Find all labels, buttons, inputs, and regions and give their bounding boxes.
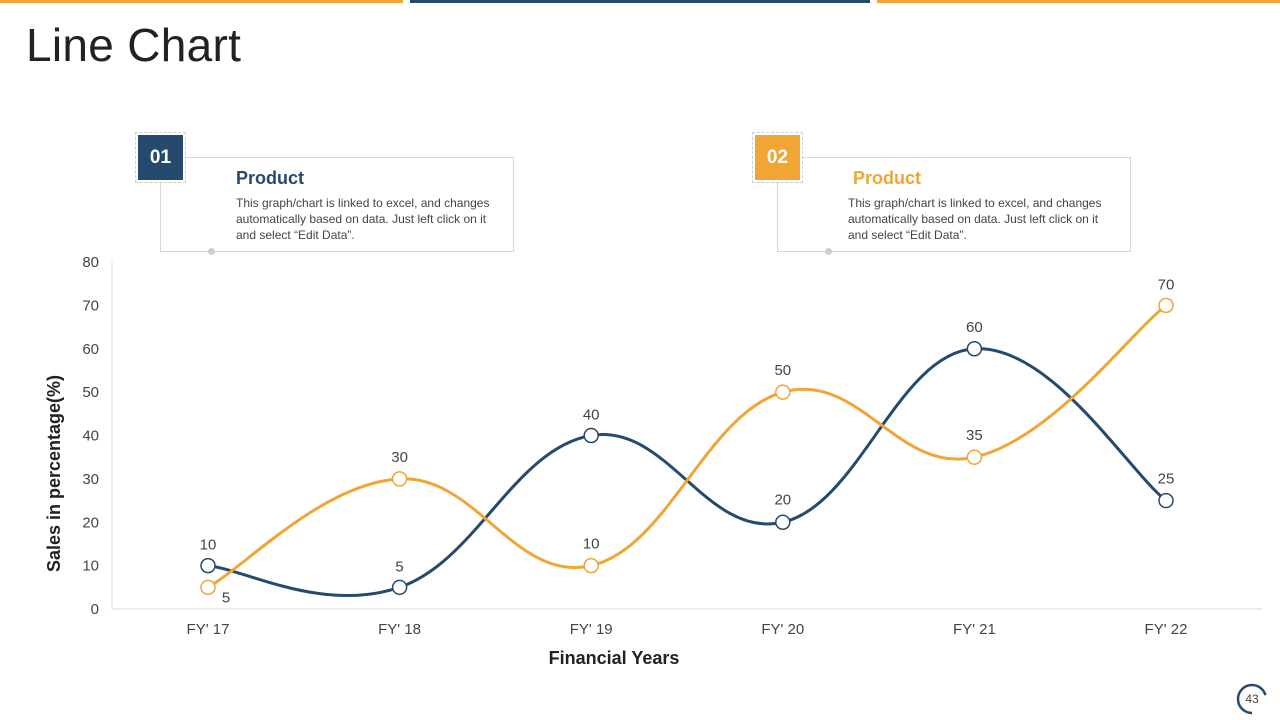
series-1-data-label: 20 [774,491,791,508]
y-tick-label: 80 [82,254,99,271]
y-tick-label: 10 [82,558,99,575]
y-tick-label: 60 [82,341,99,358]
legend-connector-dot-1 [208,248,215,255]
series-1-point [1158,492,1174,509]
series-1-point [966,341,983,357]
top-accent-bar-right [877,0,1280,3]
y-tick-label: 20 [82,514,99,531]
page-number: 43 [1245,692,1259,706]
legend-title-1: Product [236,168,305,188]
series-2-data-label: 50 [774,362,791,379]
page-title: Line Chart [26,19,242,71]
legend-description-2: This graph/chart is linked to excel, and… [848,196,1102,242]
legend-card-1 [160,157,514,252]
series-1-point [391,579,408,596]
series-2-point [583,557,599,574]
series-2-data-label: 70 [1158,276,1175,293]
x-axis-title: Financial Years [549,648,680,668]
series-1-point [200,557,216,574]
legend-badge-2: 02 [755,135,800,180]
x-tick-label: FY' 18 [378,621,421,638]
x-tick-label: FY' 21 [953,621,996,638]
series-2-point [1158,297,1174,314]
legend-title-2: Product [853,168,922,188]
page-number-ring-icon [1236,683,1268,715]
series-2-point [966,449,983,465]
series-2-point [200,579,216,596]
y-tick-label: 50 [82,384,99,401]
page-number-badge: 43 [1236,683,1268,715]
x-tick-label: FY' 22 [1145,621,1188,638]
series-2-data-label: 30 [391,449,408,466]
x-tick-label: FY' 17 [187,621,230,638]
legend-card-2 [777,157,1131,252]
series-2-data-label: 5 [222,589,230,606]
series-1-data-label: 10 [200,537,217,554]
series-1-data-label: 5 [395,558,403,575]
y-tick-label: 40 [82,428,99,445]
series-line-1 [206,347,1168,597]
y-tick-label: 30 [82,471,99,488]
y-tick-label: 0 [91,601,99,618]
series-line-2 [206,303,1168,589]
top-accent-bar-left [0,0,403,3]
x-tick-label: FY' 19 [570,621,613,638]
legend-connector-dot-2 [825,248,832,255]
series-2-point [391,471,408,487]
series-1-data-label: 60 [966,319,983,336]
series-1-point [583,427,599,444]
series-1-point [775,514,791,530]
series-2-point [775,384,791,400]
series-2-data-label: 10 [583,536,600,553]
y-axis-title: Sales in percentage(%) [44,375,64,572]
legend-badge-1: 01 [138,135,183,180]
top-accent-bar-center [410,0,870,3]
series-1-data-label: 25 [1158,471,1175,488]
y-tick-label: 70 [82,297,99,314]
series-1-data-label: 40 [583,407,600,424]
x-tick-label: FY' 20 [761,621,804,638]
series-2-data-label: 35 [966,427,983,444]
legend-description-1: This graph/chart is linked to excel, and… [236,196,490,242]
